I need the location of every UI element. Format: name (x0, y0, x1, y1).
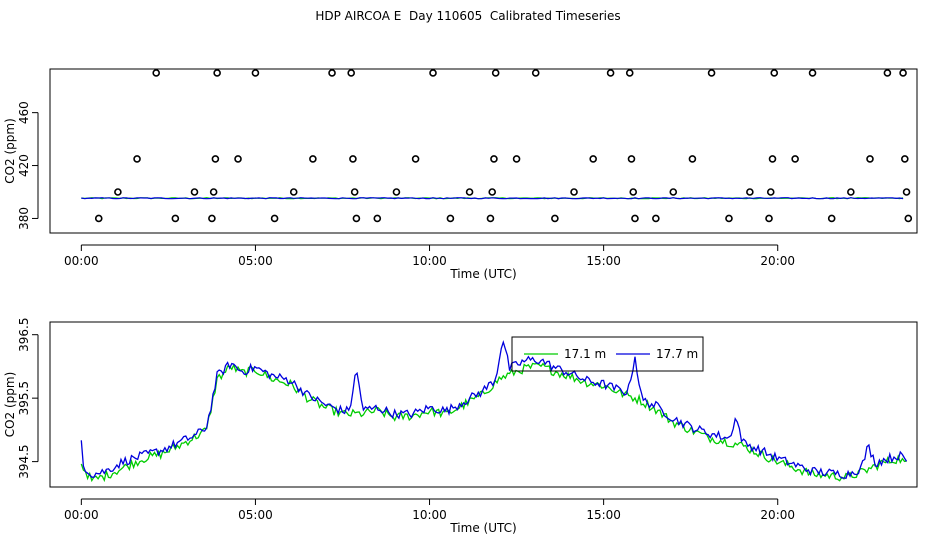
calibration-point (707, 69, 716, 77)
x-tick-label: 05:00 (238, 508, 273, 522)
calibration-point (349, 155, 357, 163)
calibration-point (309, 155, 317, 163)
y-tick-label: 460 (17, 101, 31, 124)
legend-label: 17.1 m (564, 347, 606, 361)
calibration-point (631, 214, 639, 223)
calibration-point (133, 155, 141, 163)
calibration-point (531, 69, 540, 77)
calibration-point (429, 69, 437, 77)
calibration-point (808, 69, 817, 77)
calibration-point (746, 188, 754, 196)
calibration-point (465, 188, 474, 196)
calibration-point (347, 69, 355, 77)
calibration-point (866, 155, 874, 163)
calibration-point (411, 155, 420, 163)
x-tick-label: 10:00 (412, 254, 447, 268)
x-tick-label: 10:00 (412, 508, 447, 522)
legend-box (511, 336, 704, 372)
calibration-point (589, 155, 597, 163)
calibration-point (213, 69, 221, 77)
calibration-point (208, 214, 216, 223)
figure-title: HDP AIRCOA E Day 110605 Calibrated Times… (315, 9, 621, 23)
calibration-point (328, 69, 336, 77)
y-tick-label: 380 (17, 207, 31, 230)
calibration-point (570, 188, 578, 196)
calibration-point (847, 188, 855, 196)
x-tick-label: 20:00 (760, 254, 795, 268)
y-tick-label: 394.5 (17, 444, 31, 478)
calibration-point (234, 155, 242, 163)
calibration-point (669, 188, 678, 196)
calibration-point (94, 214, 103, 223)
calibration-point (486, 214, 495, 223)
calibration-point (392, 188, 401, 196)
calibration-point (899, 69, 907, 77)
series-line-17-7-m (80, 340, 908, 480)
legend-label: 17.7 m (656, 347, 698, 361)
calibration-point (152, 69, 160, 77)
plot-frame (49, 321, 918, 488)
x-tick-label: 15:00 (586, 254, 621, 268)
y-axis-label: CO2 (ppm) (3, 118, 17, 184)
calibration-point (883, 69, 892, 77)
calibration-point (652, 214, 660, 223)
calibration-point (625, 69, 634, 77)
calibration-point (350, 188, 359, 196)
calibration-point (627, 155, 636, 163)
calibration-point (171, 214, 180, 223)
calibration-point (725, 214, 733, 223)
calibration-panel: 00:00 05:00 10:00 15:00 20:00 Time (UTC) 380 42… (3, 68, 918, 281)
x-tick-label: 15:00 (586, 508, 621, 522)
calibration-point (629, 188, 638, 196)
calibration-point (606, 69, 615, 77)
y-axis-label: CO2 (ppm) (3, 372, 17, 438)
calibration-point (488, 188, 497, 196)
calibration-point (512, 155, 521, 163)
y-tick-label: 396.5 (17, 318, 31, 352)
calibration-point (768, 155, 777, 163)
plot-frame (49, 68, 918, 234)
calibration-point (190, 188, 199, 196)
calibration-point (446, 214, 455, 223)
calibration-point (490, 155, 498, 163)
calibration-point (765, 214, 773, 223)
calibration-point (901, 155, 909, 163)
calibration-point (373, 214, 382, 223)
calibration-point (902, 188, 911, 196)
calibration-point (766, 188, 775, 196)
calibration-point (114, 188, 122, 196)
calibration-point (251, 69, 260, 77)
calibration-point (352, 214, 361, 223)
timeseries-panel: 00:00 05:00 10:00 15:00 20:00 Time (UTC) 394.5… (3, 318, 918, 535)
calibration-point (904, 214, 913, 223)
calibration-point (209, 188, 218, 196)
x-axis-label: Time (UTC) (449, 521, 516, 535)
calibration-point (791, 155, 799, 163)
calibration-point (289, 188, 298, 196)
calibration-point (270, 214, 279, 223)
calibration-point (491, 69, 500, 77)
x-tick-label: 05:00 (238, 254, 273, 268)
y-tick-label: 420 (17, 154, 31, 177)
calibration-point (688, 155, 697, 163)
y-tick-label: 395.5 (17, 381, 31, 415)
calibration-point (827, 214, 836, 223)
x-tick-label: 20:00 (760, 508, 795, 522)
calibration-point (770, 69, 779, 77)
calibration-point (551, 214, 559, 223)
legend: 17.1 m 17.7 m (511, 336, 704, 372)
calibration-point (211, 155, 220, 163)
x-tick-label: 00:00 (64, 254, 99, 268)
x-tick-label: 00:00 (64, 508, 99, 522)
series-line-17-7-m (81, 197, 904, 200)
x-axis-label: Time (UTC) (449, 267, 516, 281)
